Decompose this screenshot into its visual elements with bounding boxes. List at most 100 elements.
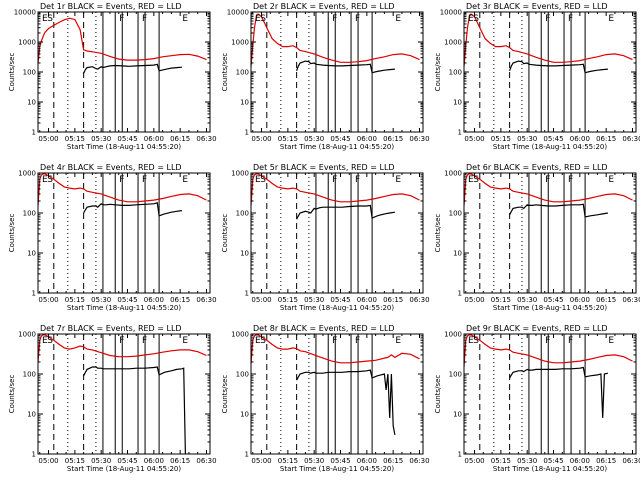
y-axis-label: Counts/sec <box>434 214 442 253</box>
y-tick-label: 10000 <box>440 9 462 17</box>
x-tick-label: 05:00 <box>38 296 58 304</box>
x-tick-label: 05:45 <box>117 296 137 304</box>
x-tick-label: 06:15 <box>383 296 403 304</box>
x-tick-label: 05:30 <box>517 296 537 304</box>
plot-area <box>38 12 207 132</box>
interval-marker-label: E <box>395 336 401 346</box>
y-tick-label: 1 <box>458 451 462 459</box>
interval-marker-label: S <box>473 175 479 185</box>
x-tick-label: 06:15 <box>170 135 190 143</box>
x-axis-label: Start Time (18-Aug-11 04:55:20) <box>280 304 394 312</box>
y-tick-label: 1 <box>32 451 36 459</box>
x-tick-label: 05:00 <box>251 296 271 304</box>
panel-title: Det 5r BLACK = Events, RED = LLD <box>253 163 395 172</box>
x-tick-label: 05:00 <box>251 457 271 465</box>
series-lld-line <box>251 334 420 364</box>
y-tick-label: 10 <box>453 411 462 419</box>
interval-marker-label: E <box>42 14 48 24</box>
y-tick-label: 1000 <box>444 39 462 47</box>
interval-marker-label: F <box>332 175 337 185</box>
series-events-line <box>83 366 186 454</box>
x-tick-label: 05:15 <box>491 135 511 143</box>
y-tick-label: 1 <box>458 129 462 137</box>
x-axis-label: Start Time (18-Aug-11 04:55:20) <box>493 304 607 312</box>
x-axis-label: Start Time (18-Aug-11 04:55:20) <box>280 143 394 151</box>
x-tick-label: 06:30 <box>622 457 640 465</box>
axes-frame <box>37 172 211 294</box>
y-tick-label: 10000 <box>227 9 249 17</box>
y-tick-label: 10 <box>27 250 36 258</box>
x-tick-label: 05:30 <box>91 296 111 304</box>
x-tick-label: 06:15 <box>596 296 616 304</box>
x-axis-label: Start Time (18-Aug-11 04:55:20) <box>67 465 181 473</box>
x-tick-label: 06:15 <box>383 457 403 465</box>
x-axis-label: Start Time (18-Aug-11 04:55:20) <box>67 143 181 151</box>
x-axis-label: Start Time (18-Aug-11 04:55:20) <box>67 304 181 312</box>
x-axis-label: Start Time (18-Aug-11 04:55:20) <box>280 465 394 473</box>
y-tick-label: 10000 <box>14 9 36 17</box>
interval-marker-label: F <box>568 336 573 346</box>
interval-marker-label: E <box>608 14 614 24</box>
interval-marker-label: F <box>545 175 550 185</box>
y-tick-label: 10 <box>27 99 36 107</box>
y-tick-label: 10 <box>240 250 249 258</box>
x-tick-label: 05:45 <box>543 296 563 304</box>
interval-marker-label: E <box>182 336 188 346</box>
y-tick-label: 10 <box>240 99 249 107</box>
y-axis-label: Counts/sec <box>221 53 229 92</box>
y-tick-label: 100 <box>449 371 462 379</box>
x-tick-label: 05:00 <box>464 135 484 143</box>
interval-marker-label: E <box>468 175 474 185</box>
interval-marker-label: F <box>355 14 360 24</box>
y-tick-label: 1 <box>245 290 249 298</box>
y-tick-label: 1000 <box>231 331 249 339</box>
x-tick-label: 06:00 <box>144 457 164 465</box>
interval-marker-label: S <box>260 336 266 346</box>
x-tick-label: 05:15 <box>491 457 511 465</box>
series-events-line <box>509 366 609 418</box>
series-events-line <box>83 202 182 217</box>
y-tick-label: 100 <box>236 210 249 218</box>
y-tick-label: 100 <box>236 371 249 379</box>
interval-marker-label: F <box>142 14 147 24</box>
interval-marker-label: F <box>119 175 124 185</box>
x-tick-label: 05:30 <box>304 457 324 465</box>
axes-frame <box>250 172 424 294</box>
plot-area <box>464 173 633 293</box>
x-tick-label: 05:45 <box>330 135 350 143</box>
interval-marker-label: S <box>473 14 479 24</box>
x-tick-label: 05:00 <box>464 296 484 304</box>
interval-marker-label: E <box>182 175 188 185</box>
y-axis-label: Counts/sec <box>434 375 442 414</box>
y-tick-label: 100 <box>23 210 36 218</box>
y-tick-label: 1000 <box>231 39 249 47</box>
interval-marker-label: F <box>568 14 573 24</box>
x-tick-label: 06:00 <box>570 457 590 465</box>
x-tick-label: 05:15 <box>278 457 298 465</box>
interval-marker-label: E <box>468 14 474 24</box>
y-tick-label: 1 <box>458 290 462 298</box>
y-tick-label: 100 <box>449 69 462 77</box>
y-tick-label: 1000 <box>444 170 462 178</box>
x-tick-label: 05:15 <box>65 457 85 465</box>
axes-frame <box>250 333 424 455</box>
interval-marker-label: S <box>47 175 53 185</box>
x-tick-label: 06:00 <box>144 296 164 304</box>
x-tick-label: 06:15 <box>170 457 190 465</box>
x-tick-label: 05:00 <box>464 457 484 465</box>
plot-area <box>38 334 207 454</box>
series-events-line <box>83 63 182 74</box>
series-events-line <box>296 60 395 74</box>
plot-area <box>464 12 633 132</box>
x-tick-label: 05:00 <box>38 457 58 465</box>
x-tick-label: 05:00 <box>251 135 271 143</box>
x-tick-label: 06:30 <box>196 296 216 304</box>
x-tick-label: 05:45 <box>330 457 350 465</box>
x-tick-label: 05:15 <box>65 296 85 304</box>
y-tick-label: 1000 <box>18 170 36 178</box>
interval-marker-label: F <box>119 14 124 24</box>
series-lld-line <box>38 17 207 64</box>
